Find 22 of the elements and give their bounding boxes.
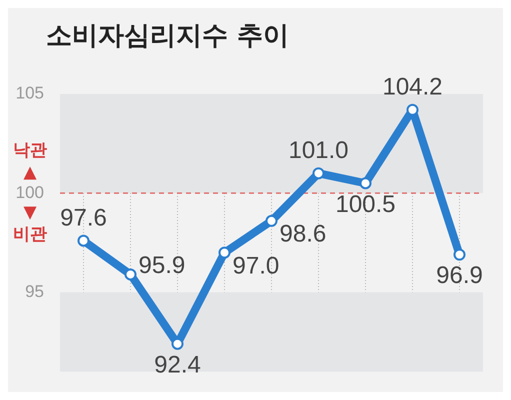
text: 낙관 ▲ xyxy=(13,140,47,183)
y-tick-label: 95 xyxy=(25,282,44,301)
y-tick-label: 105 xyxy=(16,84,44,103)
chart-title: 소비자심리지수 추이 xyxy=(45,20,290,53)
y-tick-label: 100 xyxy=(16,182,44,202)
text: ▼ 비관 xyxy=(13,202,47,245)
data-label: 97.6 xyxy=(60,204,107,232)
point xyxy=(454,248,466,261)
point xyxy=(124,268,136,280)
point xyxy=(78,234,90,247)
point xyxy=(266,214,278,227)
data-label: 92.4 xyxy=(154,351,201,378)
data-label: 100.5 xyxy=(335,190,396,218)
data-label: 98.6 xyxy=(280,220,326,248)
point xyxy=(360,177,372,190)
point xyxy=(218,246,230,259)
data-label: 96.9 xyxy=(436,262,483,290)
data-label: 97.0 xyxy=(232,252,280,280)
data-label: 101.0 xyxy=(288,136,349,164)
point xyxy=(312,167,324,180)
data-label: 95.9 xyxy=(138,252,186,280)
data-label: 104.2 xyxy=(382,73,443,100)
